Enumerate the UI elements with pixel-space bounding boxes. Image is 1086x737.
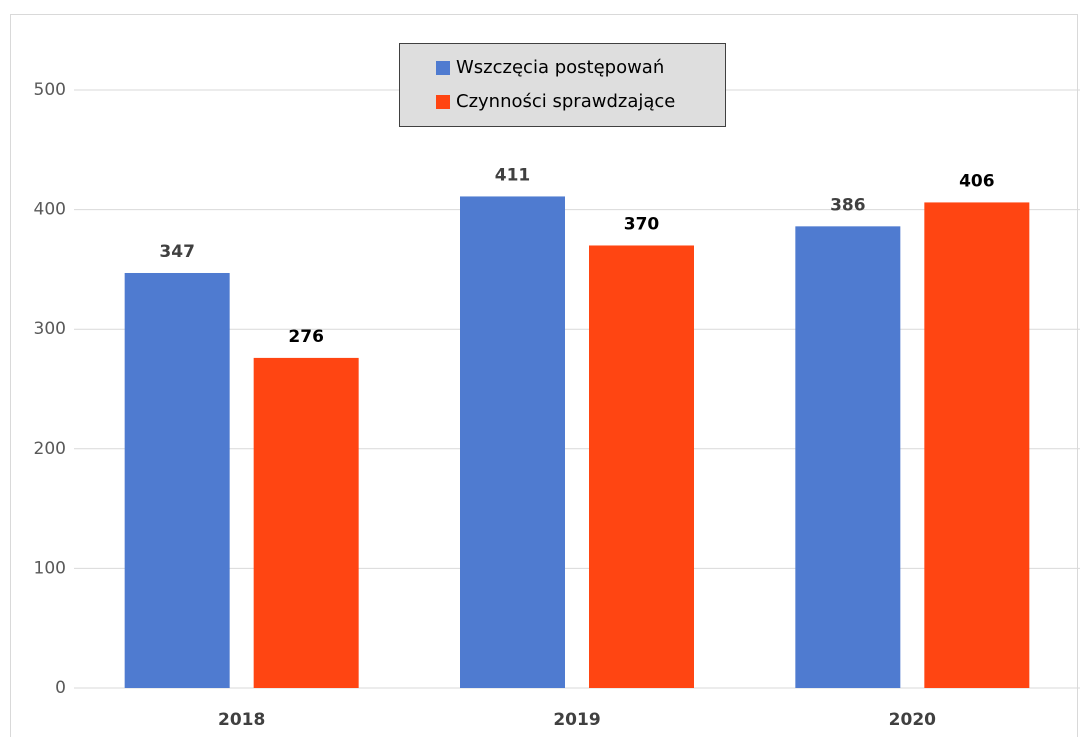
value-label: 276 <box>288 327 324 347</box>
grid: 0 100 200 300 400 500 <box>34 80 1080 698</box>
value-label: 370 <box>624 214 660 234</box>
y-tick-label: 300 <box>34 319 66 339</box>
x-tick-label: 2020 <box>889 710 936 730</box>
bar <box>253 357 359 688</box>
legend-box <box>399 43 726 127</box>
bar <box>460 196 565 688</box>
legend-swatch <box>436 95 450 109</box>
y-tick-label: 500 <box>34 80 66 100</box>
y-tick-label: 100 <box>34 558 66 578</box>
bar <box>589 245 694 689</box>
bar <box>924 202 1030 688</box>
bar <box>795 226 901 688</box>
y-tick-label: 200 <box>34 439 66 459</box>
value-label: 347 <box>159 242 195 262</box>
value-label: 406 <box>959 171 995 191</box>
y-tick-label: 0 <box>55 678 66 698</box>
legend-label: Czynności sprawdzające <box>456 91 675 112</box>
value-label: 386 <box>830 195 866 215</box>
legend-label: Wszczęcia postępowań <box>456 57 664 78</box>
bars: 2018 347 276 2019 411 370 2020 386 406 <box>124 165 1030 730</box>
x-tick-label: 2019 <box>553 710 600 730</box>
legend-swatch <box>436 61 450 75</box>
legend: Wszczęcia postępowań Czynności sprawdzają… <box>399 43 726 127</box>
x-tick-label: 2018 <box>218 710 265 730</box>
value-label: 411 <box>495 165 531 185</box>
bar <box>124 272 230 688</box>
y-tick-label: 400 <box>34 200 66 220</box>
